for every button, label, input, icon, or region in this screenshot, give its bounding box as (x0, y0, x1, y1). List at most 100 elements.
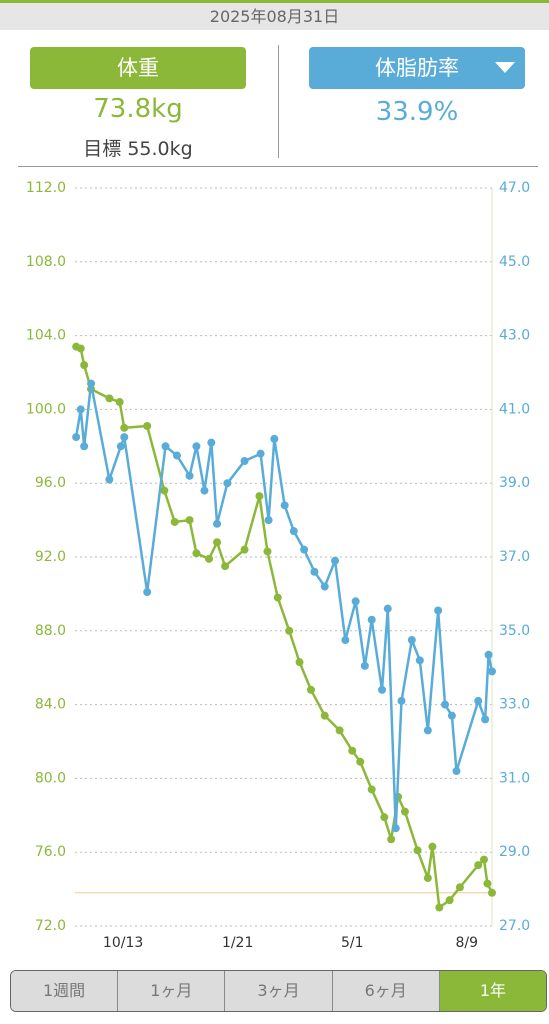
period-tab[interactable]: 1週間 (11, 971, 119, 1011)
data-point (264, 516, 273, 525)
data-point (360, 661, 369, 670)
data-point (255, 492, 264, 501)
data-point (341, 636, 350, 645)
data-point (331, 556, 340, 565)
data-point (192, 442, 201, 451)
y-tick-label: 96.0 (35, 475, 66, 491)
data-point (423, 874, 432, 883)
data-point (185, 471, 194, 480)
data-point (400, 807, 409, 816)
data-point (483, 879, 492, 888)
y2-tick-label: 39.0 (499, 475, 530, 491)
data-point (280, 501, 289, 510)
data-point (474, 696, 483, 705)
y-tick-label: 76.0 (35, 844, 66, 860)
data-point (445, 896, 454, 905)
data-point (115, 398, 124, 407)
data-point (105, 394, 114, 403)
period-tabs: 1週間 1ヶ月 3ヶ月 6ヶ月 1年 (10, 970, 547, 1012)
data-point (192, 549, 201, 558)
data-point (300, 545, 309, 554)
fat-button[interactable]: 体脂肪率 (309, 47, 525, 89)
divider (278, 45, 279, 158)
data-point (207, 438, 216, 447)
data-point (351, 597, 360, 606)
data-point (488, 888, 496, 897)
divider (18, 166, 538, 167)
data-point (80, 442, 89, 451)
series-line (75, 345, 494, 910)
y-tick-label: 112.0 (26, 180, 66, 196)
x-tick-label: 1/21 (222, 935, 253, 951)
data-point (367, 615, 376, 624)
data-point (387, 835, 396, 844)
data-point (435, 903, 444, 912)
y-tick-label: 80.0 (35, 770, 66, 786)
data-point (378, 685, 387, 694)
y2-tick-label: 45.0 (499, 254, 530, 270)
data-point (116, 442, 125, 451)
period-tab[interactable]: 6ヶ月 (332, 971, 440, 1011)
data-point (170, 517, 179, 526)
data-point (488, 667, 496, 676)
data-point (80, 361, 89, 370)
y-tick-label: 84.0 (35, 697, 66, 713)
fat-label: 体脂肪率 (375, 56, 459, 80)
data-point (383, 604, 392, 613)
data-point (306, 685, 315, 694)
data-point (285, 626, 294, 635)
data-point (76, 344, 85, 353)
data-point (240, 545, 249, 554)
y2-tick-label: 43.0 (499, 328, 530, 344)
data-point (143, 588, 152, 597)
data-point (256, 449, 265, 458)
data-point (87, 379, 96, 388)
chart: 72.0 76.0 80.0 84.0 88.0 92.0 96.0 100.0 104.0 10… (26, 180, 530, 951)
data-point (455, 883, 464, 892)
data-point (356, 757, 365, 766)
data-point (160, 486, 169, 495)
y2-tick-label: 29.0 (499, 844, 530, 860)
data-point (441, 700, 450, 709)
y2-tick-label: 41.0 (499, 401, 530, 417)
weight-value: 73.8kg (93, 94, 183, 124)
data-point (143, 422, 152, 431)
data-point (221, 562, 230, 571)
period-tab[interactable]: 3ヶ月 (225, 971, 333, 1011)
data-point (428, 842, 437, 851)
data-point (415, 656, 424, 665)
date-bar: 2025年08月31日 (0, 0, 549, 30)
data-point (413, 846, 422, 855)
x-tick-label: 5/1 (341, 935, 364, 951)
data-point (161, 442, 170, 451)
y2-tick-label: 37.0 (499, 549, 530, 565)
y2-tick-label: 47.0 (499, 180, 530, 196)
y2-tick-label: 31.0 (499, 770, 530, 786)
data-point (76, 405, 85, 414)
data-point (397, 696, 406, 705)
data-point (310, 567, 319, 576)
y-tick-label: 72.0 (35, 918, 66, 934)
period-tab[interactable]: 1年 (439, 971, 546, 1011)
y-tick-label: 108.0 (26, 254, 66, 270)
data-point (240, 457, 249, 466)
y2-tick-label: 27.0 (499, 918, 530, 934)
data-point (185, 516, 194, 525)
data-point (270, 434, 279, 443)
y2-tick-label: 35.0 (499, 623, 530, 639)
y2-tick-label: 33.0 (499, 697, 530, 713)
data-point (380, 813, 389, 822)
data-point (484, 650, 493, 659)
period-tab[interactable]: 1ヶ月 (118, 971, 226, 1011)
goal: 目標 55.0kg (83, 138, 193, 160)
data-point (120, 423, 129, 432)
data-point (295, 658, 304, 667)
x-tick-label: 10/13 (103, 935, 143, 951)
x-tick-label: 8/9 (456, 935, 479, 951)
data-point (479, 855, 488, 864)
data-point (205, 554, 214, 563)
y-tick-label: 92.0 (35, 549, 66, 565)
data-point (474, 861, 483, 870)
weight-button[interactable]: 体重 (30, 47, 246, 89)
data-point (335, 726, 344, 735)
